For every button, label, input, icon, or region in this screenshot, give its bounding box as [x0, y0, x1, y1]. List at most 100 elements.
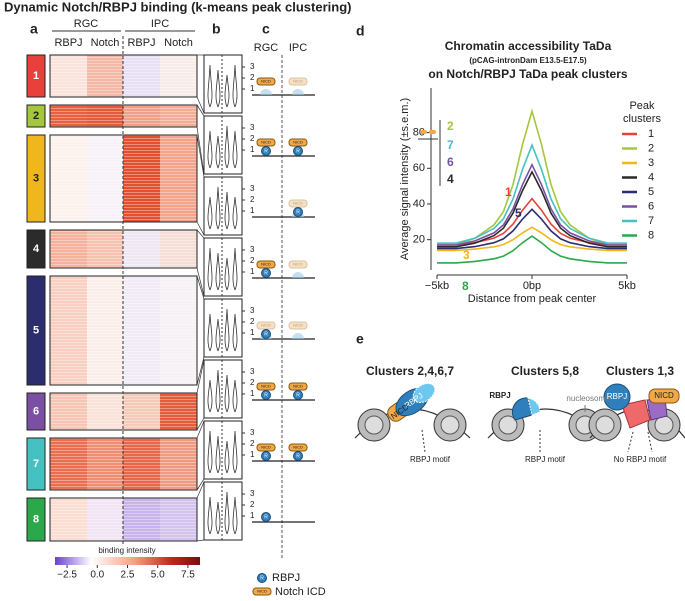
colorbar-tick-label: 5.0: [151, 570, 165, 581]
y-tick-label: 80: [413, 127, 425, 139]
violin: [215, 186, 221, 230]
rbpj-icon-label: R: [264, 392, 268, 398]
nicd-icon: [256, 77, 276, 86]
violin-tick-label: 1: [250, 145, 255, 154]
legend-label: 7: [648, 215, 654, 227]
violin-tick-label: 2: [250, 439, 255, 448]
connector: [196, 356, 205, 386]
legend-title: Peak: [629, 100, 655, 112]
violin: [224, 74, 230, 108]
nicd-icon-label: NICD: [261, 140, 271, 145]
series-line: [437, 235, 627, 264]
violin-tick-label: 2: [250, 73, 255, 82]
violin-tick-label: 3: [250, 62, 255, 71]
motif-label: No RBPJ motif: [614, 455, 667, 464]
legend-label: Notch ICD: [275, 586, 326, 598]
series-annotation: 2: [447, 119, 454, 133]
y-axis-label: Average signal intensity (±s.e.m.): [399, 98, 411, 260]
rbpj-icon: [293, 390, 303, 400]
column-header: Notch: [91, 37, 120, 49]
nucleosome: [260, 89, 272, 95]
violin: [215, 501, 221, 535]
column-header: IPC: [289, 42, 307, 54]
violin-tick-label: 1: [250, 267, 255, 276]
legend-label: 8: [648, 229, 654, 241]
nicd-icon-label: NICD: [293, 140, 303, 145]
series-annotation: 6: [447, 155, 454, 169]
chart-title: Chromatin accessibility TaDa: [445, 39, 612, 53]
cluster-label-box: [26, 275, 46, 386]
legend-title: clusters: [623, 113, 661, 125]
series-annotation: 1: [505, 185, 512, 199]
nicd-icon-label: NICD: [261, 384, 271, 389]
nicd-icon-label: NICD: [261, 262, 271, 267]
connector: [196, 267, 205, 297]
nicd-icon-label: NICD: [257, 589, 267, 594]
violin-tick-label: 1: [250, 450, 255, 459]
cluster-label-box: [26, 104, 46, 128]
violin: [215, 435, 221, 474]
x-tick-label: 0bp: [523, 280, 541, 292]
panel-letter: a: [30, 21, 38, 37]
violin: [232, 130, 238, 169]
rbpj-icon: [293, 207, 303, 217]
series-annotation: 8: [462, 279, 469, 293]
nicd-icon-label: NICD: [261, 79, 271, 84]
connector: [196, 478, 205, 491]
motif-label: RBPJ motif: [525, 455, 566, 464]
violin: [207, 64, 213, 108]
cluster-label-box: [26, 497, 46, 542]
nucleosome: [292, 89, 304, 95]
rbpj-icon: [261, 512, 271, 522]
inset-icon: [420, 130, 427, 134]
violin: [224, 374, 230, 413]
violin: [224, 440, 230, 474]
violin-tick-label: 2: [250, 256, 255, 265]
column-header: Notch: [164, 37, 193, 49]
cluster-label-box: [26, 134, 46, 223]
nicd-icon: [288, 260, 308, 269]
violin-tick-label: 3: [250, 123, 255, 132]
violin: [232, 379, 238, 413]
group-header: RGC: [74, 18, 99, 30]
colorbar: [55, 557, 200, 565]
series-line: [437, 226, 627, 252]
panel-e: Clusters 2,4,6,7 RBPJ NICD RBPJ motif Cl…: [354, 364, 685, 464]
violin: [207, 496, 213, 535]
nicd-icon-label: NICD: [293, 323, 303, 328]
violin-tick-label: 3: [250, 367, 255, 376]
nucleosome: [292, 333, 304, 339]
cluster-label-box: [26, 392, 46, 431]
rbpj-icon-label: R: [264, 453, 268, 459]
connector: [196, 420, 205, 439]
violin-tick-label: 1: [250, 206, 255, 215]
heat-texture: [50, 498, 197, 541]
legend-label: 1: [648, 128, 654, 140]
panel-letter: d: [356, 23, 365, 39]
legend-label: RBPJ: [272, 572, 300, 584]
nicd-icon-label: NICD: [293, 79, 303, 84]
cluster-label: 5: [33, 324, 39, 336]
series-annotation: 7: [447, 138, 454, 152]
connector: [196, 275, 205, 300]
legend-label: 2: [648, 142, 654, 154]
violin: [207, 196, 213, 230]
panel-letter: b: [212, 21, 221, 37]
nicd-icon-label: NICD: [293, 445, 303, 450]
rbpj-icon-label: R: [296, 148, 300, 154]
violin-tick-label: 2: [250, 317, 255, 326]
nicd-icon-label: NICD: [293, 262, 303, 267]
protein-label: NICD: [654, 391, 674, 400]
rbpj-icon-label: R: [264, 270, 268, 276]
violin-tick-label: 1: [250, 389, 255, 398]
panel-letter: e: [356, 331, 364, 347]
violin: [215, 252, 221, 291]
connector: [196, 126, 205, 175]
scheme-title: Clusters 5,8: [511, 364, 579, 378]
cluster-label-box: [26, 54, 46, 98]
violin: [215, 369, 221, 413]
violin-tick-label: 3: [250, 184, 255, 193]
connector: [196, 481, 205, 499]
violin: [224, 191, 230, 230]
nucleosome: [292, 272, 304, 278]
